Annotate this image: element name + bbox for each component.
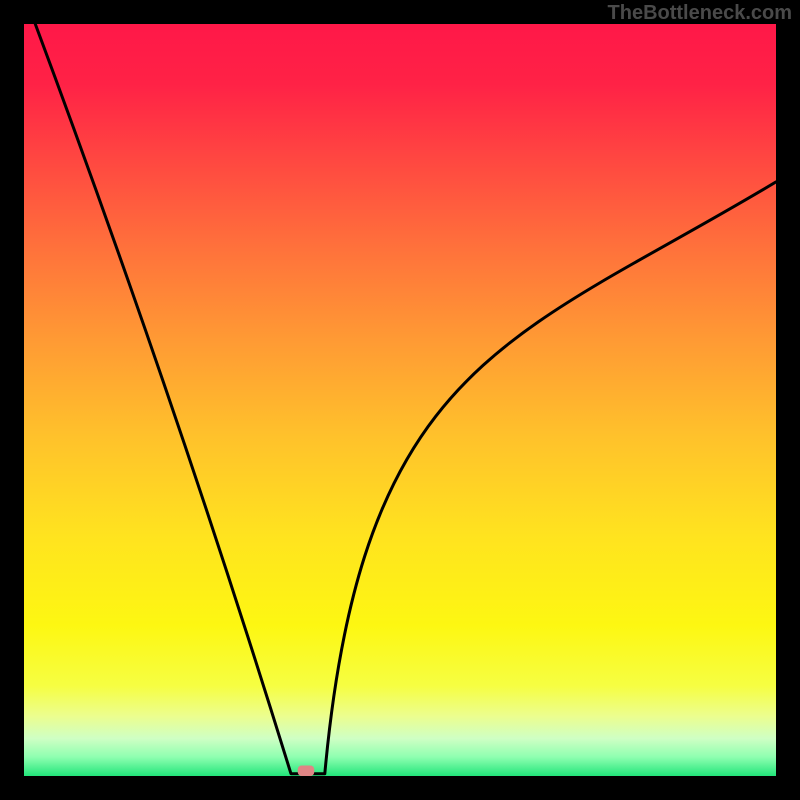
gradient-background	[24, 24, 776, 776]
chart-frame: TheBottleneck.com	[0, 0, 800, 800]
minimum-marker	[298, 765, 315, 776]
bottleneck-plot	[0, 0, 800, 800]
